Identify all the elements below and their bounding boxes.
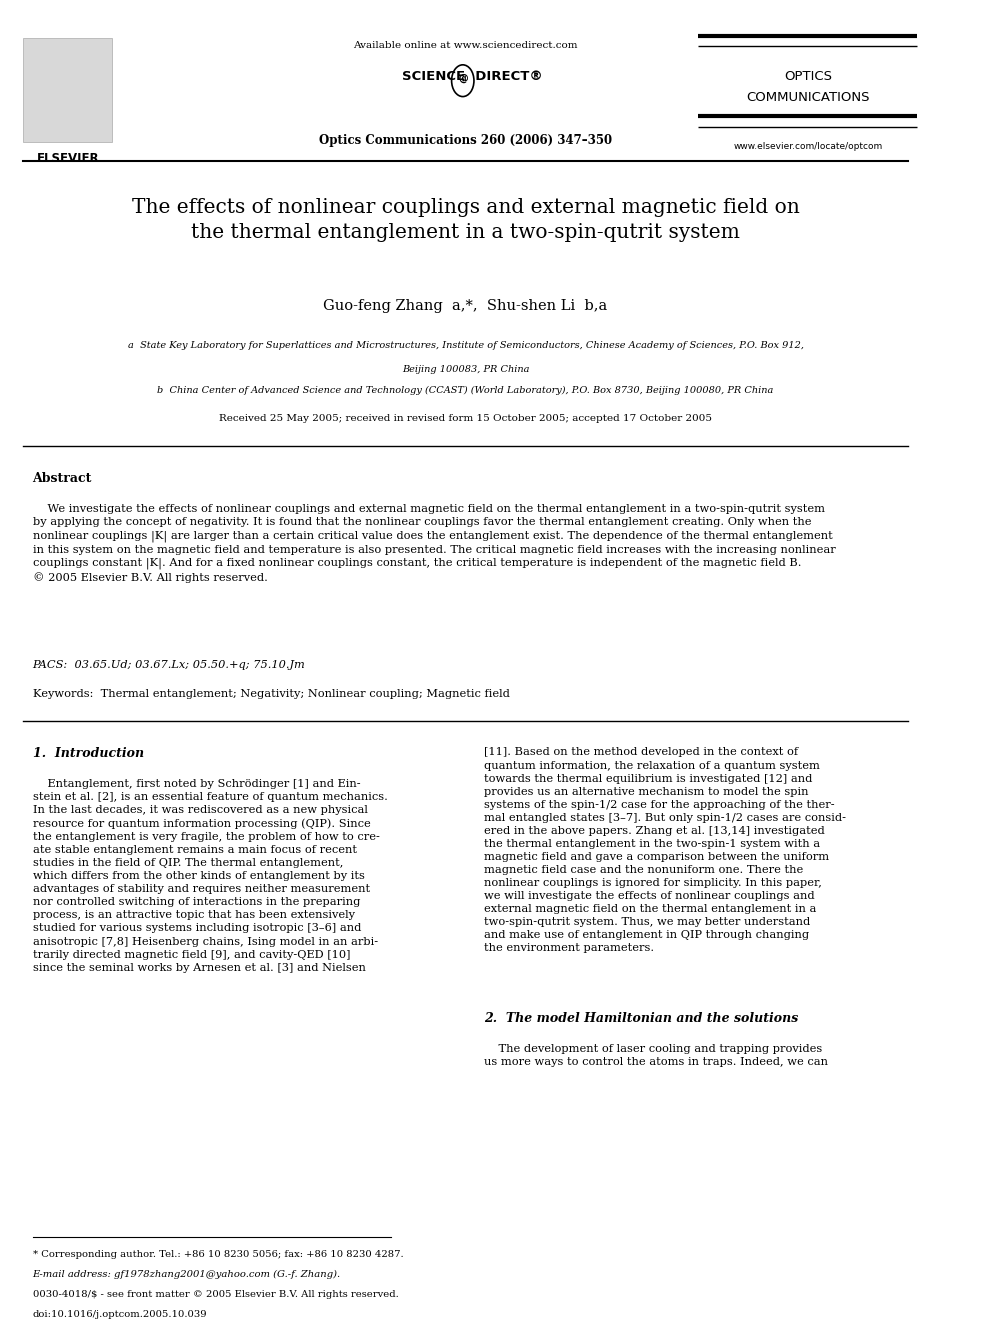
Text: www.elsevier.com/locate/optcom: www.elsevier.com/locate/optcom: [734, 142, 883, 151]
Text: The development of laser cooling and trapping provides
us more ways to control t: The development of laser cooling and tra…: [484, 1044, 828, 1066]
Text: * Corresponding author. Tel.: +86 10 8230 5056; fax: +86 10 8230 4287.: * Corresponding author. Tel.: +86 10 823…: [33, 1250, 403, 1259]
Text: Keywords:  Thermal entanglement; Negativity; Nonlinear coupling; Magnetic field: Keywords: Thermal entanglement; Negativi…: [33, 689, 510, 700]
Text: We investigate the effects of nonlinear couplings and external magnetic field on: We investigate the effects of nonlinear …: [33, 504, 835, 583]
Text: [11]. Based on the method developed in the context of
quantum information, the r: [11]. Based on the method developed in t…: [484, 747, 846, 953]
Text: @: @: [458, 73, 467, 83]
Text: Beijing 100083, PR China: Beijing 100083, PR China: [402, 365, 530, 374]
Text: 1.  Introduction: 1. Introduction: [33, 747, 144, 761]
Text: SCIENCE: SCIENCE: [403, 70, 465, 83]
Text: ELSEVIER: ELSEVIER: [37, 152, 99, 165]
Text: a  State Key Laboratory for Superlattices and Microstructures, Institute of Semi: a State Key Laboratory for Superlattices…: [128, 341, 804, 351]
Text: The effects of nonlinear couplings and external magnetic field on
the thermal en: The effects of nonlinear couplings and e…: [132, 198, 800, 242]
Text: doi:10.1016/j.optcom.2005.10.039: doi:10.1016/j.optcom.2005.10.039: [33, 1310, 207, 1319]
FancyBboxPatch shape: [23, 38, 112, 142]
Text: COMMUNICATIONS: COMMUNICATIONS: [747, 91, 870, 105]
Text: Guo-feng Zhang  a,*,  Shu-shen Li  b,a: Guo-feng Zhang a,*, Shu-shen Li b,a: [323, 299, 608, 314]
Text: PACS:  03.65.Ud; 03.67.Lx; 05.50.+q; 75.10.Jm: PACS: 03.65.Ud; 03.67.Lx; 05.50.+q; 75.1…: [33, 660, 306, 671]
Text: Optics Communications 260 (2006) 347–350: Optics Communications 260 (2006) 347–350: [319, 134, 612, 147]
Text: OPTICS: OPTICS: [785, 70, 832, 83]
Text: Entanglement, first noted by Schrödinger [1] and Ein-
stein et al. [2], is an es: Entanglement, first noted by Schrödinger…: [33, 779, 388, 972]
Text: E-mail address: gf1978zhang2001@yahoo.com (G.-f. Zhang).: E-mail address: gf1978zhang2001@yahoo.co…: [33, 1270, 340, 1279]
Text: 2.  The model Hamiltonian and the solutions: 2. The model Hamiltonian and the solutio…: [484, 1012, 799, 1025]
Text: Received 25 May 2005; received in revised form 15 October 2005; accepted 17 Octo: Received 25 May 2005; received in revise…: [219, 414, 712, 423]
Text: Abstract: Abstract: [33, 472, 92, 486]
Text: 0030-4018/$ - see front matter © 2005 Elsevier B.V. All rights reserved.: 0030-4018/$ - see front matter © 2005 El…: [33, 1290, 399, 1299]
Text: Available online at www.sciencedirect.com: Available online at www.sciencedirect.co…: [353, 41, 577, 50]
Text: b  China Center of Advanced Science and Technology (CCAST) (World Laboratory), P: b China Center of Advanced Science and T…: [158, 386, 774, 396]
Text: DIRECT®: DIRECT®: [465, 70, 543, 83]
